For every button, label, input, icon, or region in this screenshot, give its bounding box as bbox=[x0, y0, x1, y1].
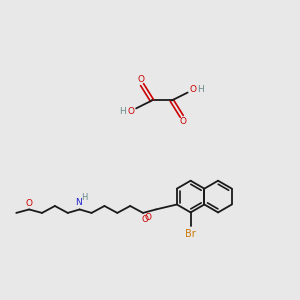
Text: H: H bbox=[197, 85, 204, 94]
Text: O: O bbox=[26, 199, 33, 208]
Text: O: O bbox=[128, 107, 135, 116]
Text: H: H bbox=[81, 193, 88, 202]
Text: O: O bbox=[189, 85, 196, 94]
Text: O: O bbox=[142, 215, 148, 224]
Text: Br: Br bbox=[185, 229, 196, 239]
Text: H: H bbox=[119, 107, 126, 116]
Text: O: O bbox=[145, 213, 152, 222]
Text: O: O bbox=[138, 75, 145, 84]
Text: N: N bbox=[75, 198, 82, 207]
Text: O: O bbox=[179, 117, 186, 126]
